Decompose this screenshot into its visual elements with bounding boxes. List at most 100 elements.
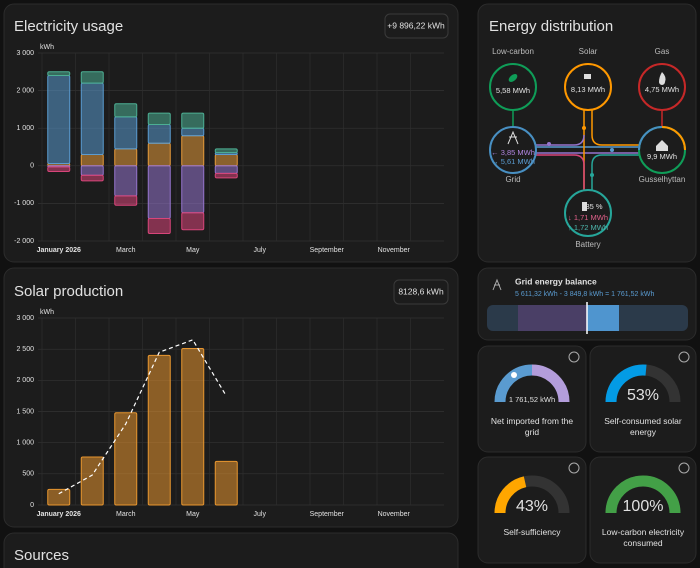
- icons: [507, 72, 668, 211]
- gauges: 1 761,52 kWh 53% 43% 100%: [494, 351, 690, 515]
- x-tick-label: January 2026: [37, 511, 81, 518]
- axis-label: kWh: [40, 44, 54, 51]
- info-icon: [678, 351, 690, 363]
- gauge-arc: [494, 476, 527, 514]
- y-tick-label: 1 000: [16, 125, 34, 132]
- gauge-value: 43%: [516, 498, 548, 515]
- bar: [214, 148, 238, 154]
- bar: [80, 154, 104, 167]
- x-tick-label: November: [378, 511, 411, 518]
- usage-card: [3, 3, 459, 263]
- bar: [181, 165, 205, 214]
- bar: [147, 123, 171, 144]
- node-value: 4,75 MWh: [645, 85, 679, 94]
- bar: [114, 116, 138, 150]
- card-title: Electricity usage: [14, 18, 123, 35]
- bar: [80, 165, 104, 176]
- node-value: 35 %: [585, 202, 602, 211]
- bar: [214, 460, 238, 506]
- bar: [80, 71, 104, 84]
- axis-label: kWh: [40, 309, 54, 316]
- bar: [214, 154, 238, 167]
- bar: [80, 82, 104, 156]
- y-tick-label: 1 000: [16, 440, 34, 447]
- bar: [47, 166, 71, 172]
- y-tick-label: 3 000: [16, 315, 34, 322]
- card-title: Solar production: [14, 283, 123, 300]
- bar: [80, 456, 104, 506]
- line: [58, 339, 227, 495]
- gauge-card: [477, 456, 587, 564]
- bar: [114, 103, 138, 118]
- y-tick-label: 1 500: [16, 408, 34, 415]
- info-icon: [678, 462, 690, 474]
- bar: [147, 354, 171, 506]
- bar: [214, 165, 238, 174]
- x-tick-label: March: [116, 247, 136, 254]
- gauge-import: [494, 364, 533, 403]
- balance-net: [587, 305, 619, 331]
- bar: [181, 212, 205, 231]
- x-tick-label: September: [310, 511, 345, 518]
- node-value: ↓ 1,71 MWh: [568, 213, 608, 222]
- bar: [47, 488, 71, 506]
- balance-equation: 5 611,32 kWh - 3 849,8 kWh = 1 761,52 kW…: [515, 291, 654, 298]
- y-tick-label: 2 000: [16, 377, 34, 384]
- x-tick-label: January 2026: [37, 247, 81, 254]
- gauge-caption: Net imported from the grid: [490, 416, 574, 437]
- y-tick-label: 0: [30, 502, 34, 509]
- x-tick-label: May: [186, 511, 200, 518]
- bar: [147, 217, 171, 234]
- y-tick-label: 500: [22, 471, 34, 478]
- gauge-card: [589, 345, 697, 453]
- flows: [512, 110, 663, 190]
- bar: [47, 75, 71, 165]
- bar: [214, 172, 238, 179]
- card-title: Energy distribution: [489, 18, 613, 35]
- gauge-caption: Self-consumed solar energy: [604, 416, 682, 437]
- distribution: Energy distribution: [489, 18, 686, 249]
- balance-export: [518, 305, 587, 331]
- node-label: Low-carbon: [492, 47, 534, 56]
- bar: [114, 148, 138, 167]
- x-tick-label: September: [310, 247, 345, 254]
- node-value: ← 3,85 MWh: [491, 148, 535, 157]
- y-tick-label: -1 000: [14, 200, 34, 207]
- y-tick-label: 3 000: [16, 50, 34, 57]
- node-value: 9,9 MWh: [647, 152, 677, 161]
- bar: [114, 165, 138, 197]
- total: +9 896,22 kWh: [387, 20, 445, 30]
- icon: [492, 278, 502, 291]
- bar: [181, 127, 205, 137]
- x-tick-label: March: [116, 511, 136, 518]
- bar: [181, 112, 205, 129]
- balance: Grid energy balance 5 611,32 kWh - 3 849…: [487, 276, 688, 334]
- bar: [47, 71, 71, 77]
- node-label: Gas: [655, 47, 670, 56]
- gauge-card: [589, 456, 697, 564]
- bar: [147, 142, 171, 167]
- gauge-arc: [605, 475, 681, 514]
- gauge-export: [531, 364, 570, 403]
- nodes: [489, 63, 686, 237]
- x-tick-label: November: [378, 247, 411, 254]
- bar: [114, 412, 138, 506]
- badge: [384, 13, 449, 39]
- node-value: 5,58 MWh: [496, 86, 530, 95]
- x-tick-label: July: [254, 511, 267, 518]
- total: 8128,6 kWh: [398, 286, 444, 296]
- bar: [181, 135, 205, 167]
- x-tick-label: May: [186, 247, 200, 254]
- distribution-card: [477, 3, 697, 263]
- node-value: 8,13 MWh: [571, 85, 605, 94]
- charts: -2 000 -1 000 0 1 000 2 000 3 000 January 2026…: [14, 50, 444, 518]
- node-label: Solar: [579, 47, 598, 56]
- y-tick-label: -2 000: [14, 238, 34, 245]
- info-icon: [568, 351, 580, 363]
- gauge-value: 100%: [623, 498, 664, 515]
- y-tick-label: 2 500: [16, 346, 34, 353]
- bar: [147, 165, 171, 219]
- sources-card: [3, 532, 459, 568]
- gauge-caption: Self-sufficiency: [503, 527, 561, 537]
